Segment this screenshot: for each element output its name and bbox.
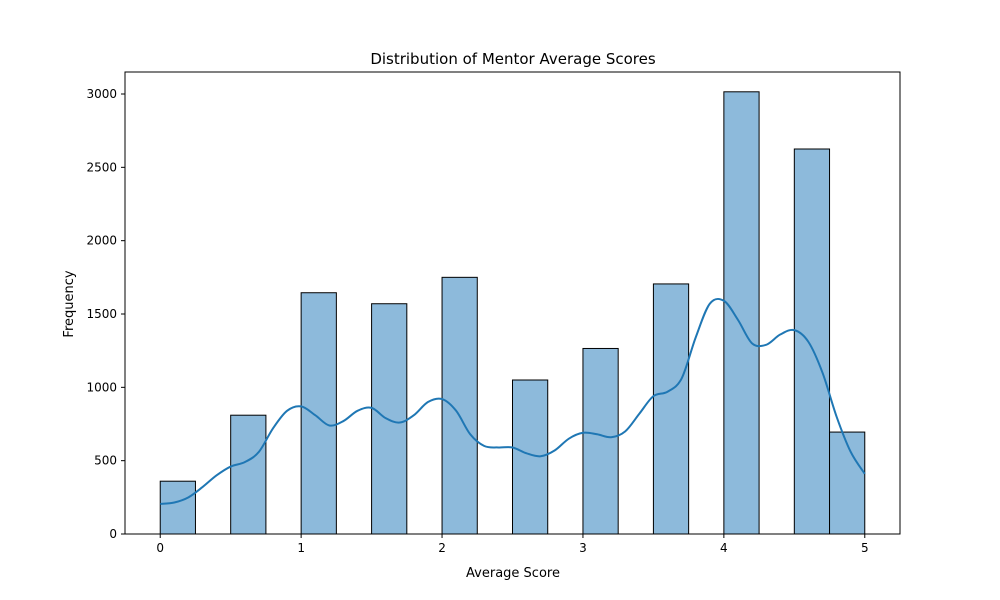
histogram-bar	[300, 292, 337, 535]
y-tick-label: 3000	[86, 87, 117, 101]
histogram-bar	[829, 431, 866, 535]
histogram-bar	[230, 414, 267, 535]
histogram-bar	[793, 148, 831, 535]
y-tick-label: 500	[94, 454, 117, 468]
chart-title: Distribution of Mentor Average Scores	[370, 50, 656, 68]
y-tick-label: 2000	[86, 234, 117, 248]
x-tick-label: 2	[438, 541, 446, 555]
histogram-bar	[441, 276, 478, 535]
y-tick-label: 1500	[86, 307, 117, 321]
y-axis: 0 500 1000 1500 2000 2500 3000	[86, 87, 125, 541]
histogram-bar	[159, 480, 196, 535]
histogram-bar	[582, 347, 619, 535]
plot-area	[124, 71, 901, 535]
y-tick-label: 2500	[86, 160, 117, 174]
x-tick-label: 1	[297, 541, 305, 555]
y-axis-label: Frequency	[62, 270, 77, 337]
x-axis-label: Average Score	[466, 566, 560, 581]
histogram-bar	[652, 283, 690, 535]
x-tick-label: 4	[720, 541, 728, 555]
histogram-bar	[723, 91, 760, 535]
x-tick-label: 0	[156, 541, 164, 555]
y-tick-label: 0	[109, 527, 117, 541]
kde-line	[160, 297, 866, 505]
plot-frame	[124, 71, 901, 535]
x-tick-label: 3	[579, 541, 587, 555]
y-tick-label: 1000	[86, 380, 117, 394]
x-tick-label: 5	[861, 541, 869, 555]
x-axis: 0 1 2 3 4 5	[156, 534, 869, 555]
